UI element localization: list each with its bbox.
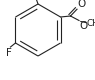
- Text: O: O: [78, 0, 86, 9]
- Text: CH₃: CH₃: [86, 18, 95, 28]
- Text: O: O: [79, 21, 87, 31]
- Text: F: F: [6, 48, 12, 58]
